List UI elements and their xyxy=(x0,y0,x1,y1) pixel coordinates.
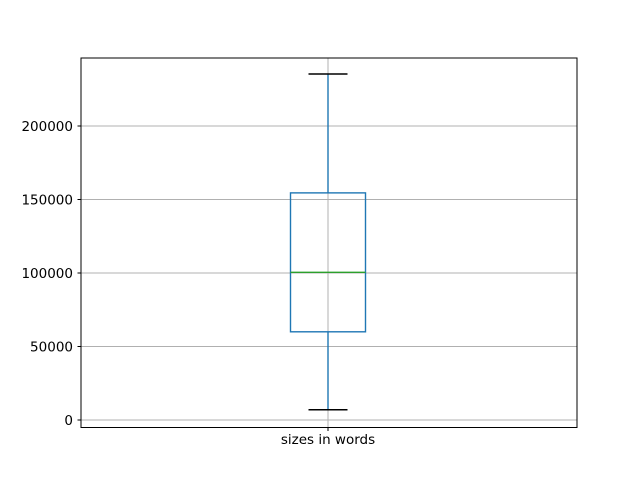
box xyxy=(289,192,367,333)
axes-frame xyxy=(80,57,578,428)
y-tick-label: 50000 xyxy=(30,339,73,355)
x-tick-label: sizes in words xyxy=(281,432,375,448)
y-tick-label: 100000 xyxy=(21,266,73,282)
y-tick-label: 0 xyxy=(64,413,73,429)
y-tick-label: 150000 xyxy=(21,192,73,208)
y-tick-label: 200000 xyxy=(21,119,73,135)
